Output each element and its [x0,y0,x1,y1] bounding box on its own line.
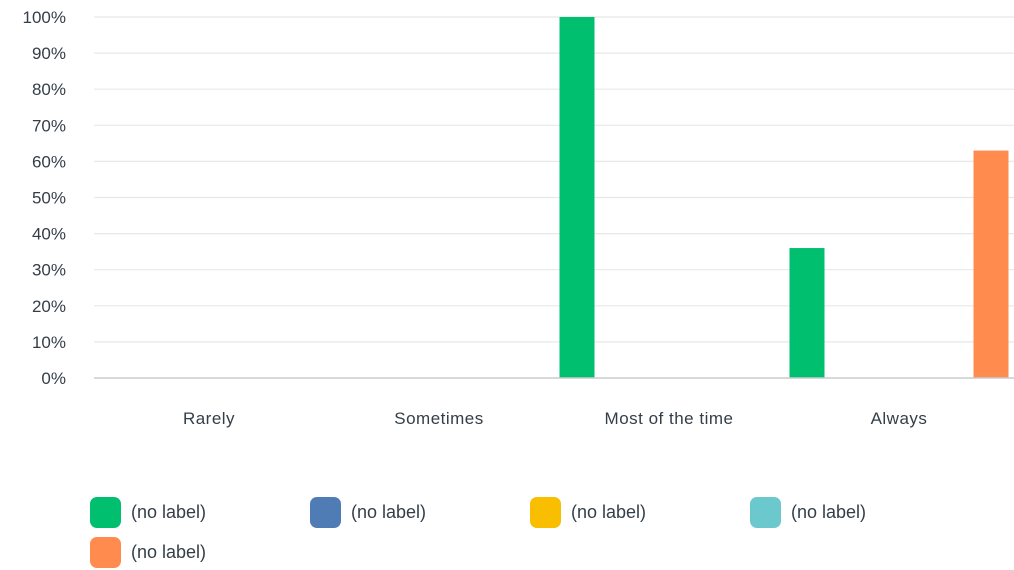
legend-swatch [530,496,561,528]
legend-item[interactable]: (no label) [750,496,866,528]
y-tick-label: 10% [32,333,66,352]
x-tick-label: Sometimes [394,409,484,428]
y-tick-label: 20% [32,297,66,316]
bars [559,17,1009,378]
legend-swatch [310,496,341,528]
legend-label: (no label) [131,501,207,522]
legend-label: (no label) [351,501,427,522]
bar[interactable] [973,150,1009,378]
y-tick-label: 0% [41,369,66,388]
y-tick-label: 50% [32,189,66,208]
bar-chart: 0% 10% 20% 30% 40% 50% 60% 70% 80% 90% 100% Rarely… [23,8,1014,428]
legend-label: (no label) [791,501,867,522]
y-tick-label: 60% [32,152,66,171]
legend-label: (no label) [571,501,647,522]
x-tick-label: Rarely [183,409,235,428]
legend-swatch [90,496,121,528]
y-axis-ticks: 0% 10% 20% 30% 40% 50% 60% 70% 80% 90% 100% [23,8,66,388]
legend-item[interactable]: (no label) [90,496,206,528]
y-tick-label: 90% [32,44,66,63]
gridlines [94,16,1014,343]
bar[interactable] [789,248,825,378]
x-tick-label: Most of the time [605,409,734,428]
y-tick-label: 40% [32,225,66,244]
legend-swatch [90,536,121,568]
x-tick-label: Always [871,409,928,428]
x-axis-labels: Rarely Sometimes Most of the time Always [183,409,927,428]
bar[interactable] [559,17,595,378]
legend-item[interactable]: (no label) [310,496,426,528]
y-tick-label: 70% [32,116,66,135]
legend-item[interactable]: (no label) [90,536,206,568]
y-tick-label: 80% [32,80,66,99]
legend-swatch [750,496,781,528]
chart-area: 0% 10% 20% 30% 40% 50% 60% 70% 80% 90% 100% Rarely… [23,8,1014,428]
legend-item[interactable]: (no label) [530,496,646,528]
legend-label: (no label) [131,541,207,562]
y-tick-label: 30% [32,261,66,280]
y-tick-label: 100% [23,8,66,27]
